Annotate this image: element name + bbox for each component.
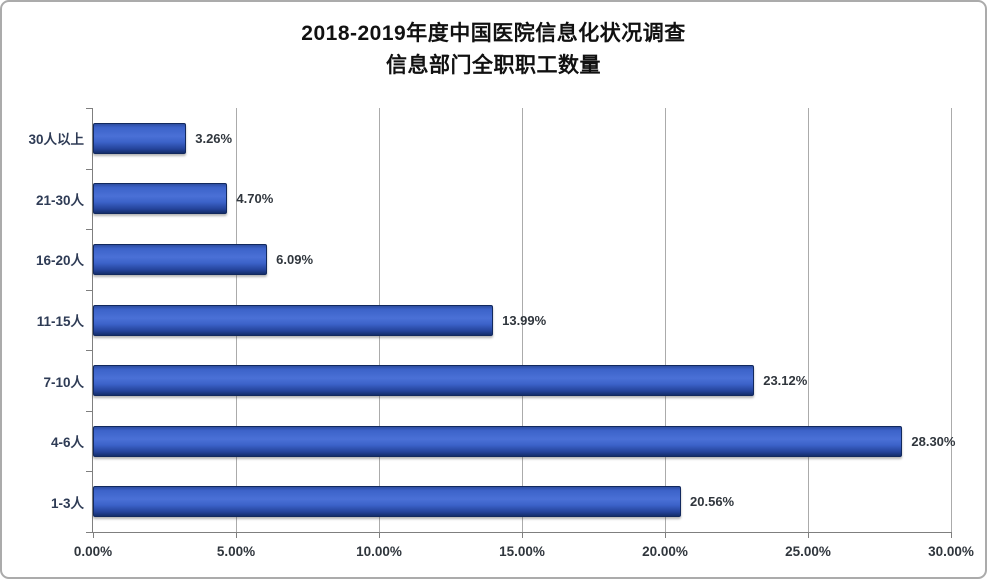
y-tick	[86, 350, 93, 352]
x-tick-label: 10.00%	[356, 544, 402, 559]
gridline-20	[664, 108, 666, 532]
gridline-15	[522, 108, 523, 532]
y-tick	[86, 229, 93, 231]
x-tick-label: 25.00%	[785, 544, 831, 559]
bar-4-6人	[93, 425, 903, 457]
data-label: 13.99%	[502, 312, 547, 328]
bar-row: 28.30%	[93, 411, 955, 472]
x-tick-label: 5.00%	[216, 544, 256, 559]
bar-series: 3.26% 4.70% 6.09% 13.99% 23.12% 28.30% 20.56%	[93, 108, 955, 532]
bar-30人以上	[93, 122, 187, 154]
x-tick-30	[951, 532, 952, 538]
y-tick	[86, 168, 93, 170]
y-axis-category-labels: 30人以上 21-30人 16-20人 11-15人 7-10人 4-6人 1-3人	[2, 108, 84, 532]
gridline-25	[808, 108, 809, 532]
category-label: 30人以上	[28, 132, 84, 148]
x-tick-25	[808, 532, 809, 538]
data-label: 23.12%	[763, 373, 808, 389]
bar-row: 20.56%	[93, 471, 951, 532]
y-tick	[86, 289, 93, 291]
y-tick	[86, 108, 93, 109]
x-tick-5	[235, 532, 237, 538]
bar-row: 4.70%	[93, 169, 951, 230]
y-tick	[86, 410, 93, 412]
bar-7-10人	[93, 365, 755, 397]
data-label: 4.70%	[236, 191, 274, 207]
x-tick-label: 20.00%	[642, 544, 688, 559]
category-label: 21-30人	[35, 192, 84, 208]
data-label: 3.26%	[195, 130, 233, 146]
bar-row: 3.26%	[93, 108, 951, 169]
y-tick	[86, 471, 93, 473]
category-label: 11-15人	[36, 314, 84, 330]
gridline-30	[951, 108, 952, 532]
category-label: 16-20人	[35, 253, 84, 269]
plot-area: 3.26% 4.70% 6.09% 13.99% 23.12% 28.30% 20.56% …	[74, 108, 974, 559]
x-tick-10	[378, 532, 380, 538]
data-label: 28.30%	[911, 433, 956, 449]
x-tick-label: 30.00%	[928, 544, 974, 559]
x-tick-0	[93, 532, 94, 538]
x-tick-label: 0.00%	[73, 544, 113, 559]
x-tick-15	[522, 532, 523, 538]
data-label: 20.56%	[690, 494, 735, 510]
bar-row: 6.09%	[93, 229, 951, 290]
y-tick	[86, 532, 93, 533]
category-label: 4-6人	[50, 435, 84, 451]
bar-row: 13.99%	[93, 290, 951, 351]
category-label: 1-3人	[50, 495, 84, 511]
chart-title: 2018-2019年度中国医院信息化状况调查 信息部门全职职工数量	[2, 18, 985, 81]
bar-11-15人	[93, 304, 494, 336]
bar-1-3人	[93, 486, 682, 518]
category-label: 7-10人	[43, 374, 84, 390]
data-label: 6.09%	[276, 251, 314, 267]
x-tick-label: 15.00%	[499, 544, 545, 559]
bar-21-30人	[93, 183, 228, 215]
bar-16-20人	[93, 243, 268, 275]
bar-row: 23.12%	[93, 350, 951, 411]
x-tick-20	[664, 532, 666, 538]
chart-title-line2: 信息部门全职职工数量	[386, 53, 601, 77]
chart-title-line1: 2018-2019年度中国医院信息化状况调查	[301, 22, 686, 45]
